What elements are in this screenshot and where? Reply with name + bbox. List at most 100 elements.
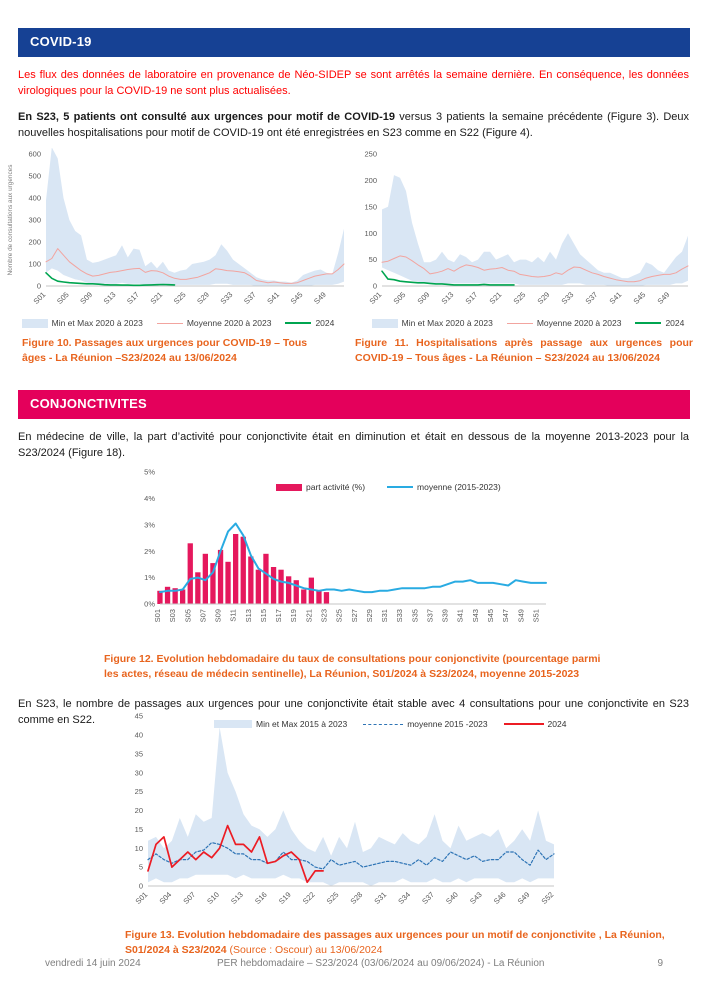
moyenne-line-swatch	[506, 322, 533, 324]
svg-text:S37: S37	[420, 890, 436, 906]
svg-text:S25: S25	[325, 890, 341, 906]
line-2024-swatch	[503, 723, 544, 725]
legend-label: moyenne 2015 -2023	[407, 719, 488, 729]
legend-label: Moyenne 2020 à 2023	[186, 318, 272, 328]
svg-text:50: 50	[369, 255, 377, 264]
svg-text:S33: S33	[560, 290, 576, 306]
svg-text:S13: S13	[440, 290, 456, 306]
svg-text:S13: S13	[244, 609, 253, 622]
svg-text:1%: 1%	[144, 573, 155, 582]
svg-text:S49: S49	[312, 290, 328, 306]
svg-text:S05: S05	[392, 290, 408, 306]
svg-text:S09: S09	[214, 609, 223, 622]
svg-text:S17: S17	[274, 609, 283, 622]
line-2024-swatch	[635, 322, 662, 324]
svg-text:S03: S03	[168, 609, 177, 622]
svg-text:S25: S25	[512, 290, 528, 306]
svg-text:S21: S21	[304, 609, 313, 622]
svg-text:S13: S13	[102, 290, 118, 306]
page-footer: vendredi 14 juin 2024 PER hebdomadaire –…	[45, 958, 663, 969]
svg-text:40: 40	[135, 731, 143, 740]
svg-text:150: 150	[364, 202, 377, 211]
minmax-area-swatch	[21, 318, 48, 328]
svg-text:S49: S49	[656, 290, 672, 306]
svg-text:S17: S17	[125, 290, 141, 306]
svg-text:S29: S29	[195, 290, 211, 306]
svg-text:S28: S28	[349, 890, 365, 906]
svg-text:S45: S45	[289, 290, 305, 306]
svg-text:S05: S05	[55, 290, 71, 306]
svg-text:30: 30	[135, 768, 143, 777]
footer-date: vendredi 14 juin 2024	[45, 958, 141, 969]
svg-text:S52: S52	[540, 890, 556, 906]
conjonctivites-section-header: CONJONCTIVITES	[18, 390, 690, 419]
svg-text:Nombre de consultations aux ur: Nombre de consultations aux urgences	[7, 165, 14, 276]
svg-text:200: 200	[28, 238, 41, 247]
svg-text:S31: S31	[372, 890, 388, 906]
svg-text:0%: 0%	[144, 600, 155, 609]
svg-text:0: 0	[373, 282, 377, 291]
svg-text:S31: S31	[380, 609, 389, 622]
svg-text:100: 100	[28, 260, 41, 269]
svg-text:S41: S41	[608, 290, 624, 306]
svg-text:5: 5	[139, 863, 143, 872]
svg-text:25: 25	[135, 787, 143, 796]
fig10-legend: Min et Max 2020 à 2023 Moyenne 2020 à 20…	[21, 318, 334, 328]
legend-label: Min et Max 2020 à 2023	[51, 318, 143, 328]
svg-text:45: 45	[135, 712, 143, 721]
svg-text:S47: S47	[501, 609, 510, 622]
conjonctivite-ville-chart-block: 0% 1% 2% 3% 4% 5% S01 S03 S05 S07 S09 S11 S13 S15 S17 S…	[130, 464, 552, 642]
conjonctivites-summary1: En médecine de ville, la part d’activité…	[18, 431, 689, 459]
svg-text:S29: S29	[536, 290, 552, 306]
covid-urgences-chart: 0 100 200 300 400 500 600 S01 S05 S09 S13 S17 S21 S25…	[7, 148, 345, 306]
footer-page-number: 9	[657, 958, 663, 969]
legend-item-moyenne: Moyenne 2020 à 2023	[506, 318, 621, 328]
conjonctivite-urgences-chart: 0 5 10 15 20 25 30 35 40 45 S01 S04 S07 S10 S13 S16 S19 S…	[134, 712, 556, 906]
legend-item-minmax: Min et Max 2020 à 2023	[21, 318, 143, 328]
line-2024-swatch	[285, 322, 312, 324]
legend-item-2024: 2024	[503, 719, 567, 729]
covid-summary-rest: versus 3 patients la semaine précédente …	[18, 111, 690, 139]
svg-text:S49: S49	[516, 890, 532, 906]
svg-text:200: 200	[364, 176, 377, 185]
fig11-legend: Min et Max 2020 à 2023 Moyenne 2020 à 20…	[371, 318, 685, 328]
conjonctivites-summary2: En S23, le nombre de passages aux urgenc…	[18, 698, 689, 726]
svg-text:S21: S21	[149, 290, 165, 306]
legend-label: moyenne (2015-2023)	[417, 482, 501, 492]
svg-text:S19: S19	[289, 609, 298, 622]
svg-text:S01: S01	[368, 290, 384, 306]
svg-text:S01: S01	[153, 609, 162, 622]
legend-label: part activité (%)	[306, 482, 366, 492]
covid-urgences-chart-block: 0 100 200 300 400 500 600 S01 S05 S09 S13 S17 S21 S25…	[4, 148, 352, 328]
covid-summary-text: En S23, 5 patients ont consulté aux urge…	[18, 110, 689, 142]
svg-text:4%: 4%	[144, 494, 155, 503]
figure13-caption-source: (Source : Oscour) au 13/06/2024	[229, 943, 383, 956]
svg-text:S10: S10	[205, 890, 221, 906]
covid-charts-row: 0 100 200 300 400 500 600 S01 S05 S09 S13 S17 S21 S25…	[4, 148, 704, 328]
legend-label: 2024	[665, 318, 685, 328]
figure13-caption: Figure 13. Evolution hebdomadaire des pa…	[125, 928, 690, 957]
svg-text:S27: S27	[350, 609, 359, 622]
svg-text:S49: S49	[516, 609, 525, 622]
svg-text:S43: S43	[468, 890, 484, 906]
figure13-caption-bold: Figure 13. Evolution hebdomadaire des pa…	[125, 929, 665, 956]
part-activite-bar-swatch	[276, 483, 302, 491]
svg-text:S37: S37	[242, 290, 258, 306]
covid-hospitalisations-chart: 0 50 100 150 200 250 S01 S05 S09 S13 S17 S21 S25 S29 S…	[364, 150, 689, 306]
covid-hosp-chart-block: 0 50 100 150 200 250 S01 S05 S09 S13 S17 S21 S25 S29 S…	[352, 148, 704, 328]
figure10-caption: Figure 10. Passages aux urgences pour CO…	[22, 337, 308, 364]
svg-text:S33: S33	[395, 609, 404, 622]
svg-text:3%: 3%	[144, 520, 155, 529]
svg-text:S07: S07	[181, 890, 197, 906]
svg-text:300: 300	[28, 216, 41, 225]
svg-text:S04: S04	[158, 890, 174, 906]
svg-text:S19: S19	[277, 890, 293, 906]
legend-label: 2024	[547, 719, 567, 729]
svg-text:S41: S41	[456, 609, 465, 622]
svg-text:20: 20	[135, 806, 143, 815]
svg-text:S15: S15	[259, 609, 268, 622]
conjonctivite-ville-chart: 0% 1% 2% 3% 4% 5% S01 S03 S05 S07 S09 S11 S13 S15 S17 S…	[144, 468, 547, 622]
fig13-legend: Min et Max 2015 à 2023 moyenne 2015 -202…	[214, 719, 566, 729]
svg-text:S05: S05	[183, 609, 192, 622]
svg-text:S25: S25	[172, 290, 188, 306]
